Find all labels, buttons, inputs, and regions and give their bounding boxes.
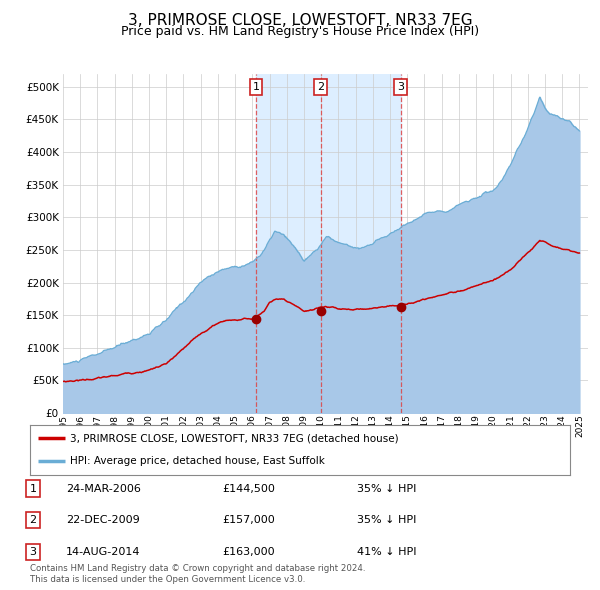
Text: 1: 1 xyxy=(29,484,37,493)
Text: Price paid vs. HM Land Registry's House Price Index (HPI): Price paid vs. HM Land Registry's House … xyxy=(121,25,479,38)
Text: 22-DEC-2009: 22-DEC-2009 xyxy=(66,516,140,525)
Text: This data is licensed under the Open Government Licence v3.0.: This data is licensed under the Open Gov… xyxy=(30,575,305,584)
Text: 3, PRIMROSE CLOSE, LOWESTOFT, NR33 7EG: 3, PRIMROSE CLOSE, LOWESTOFT, NR33 7EG xyxy=(128,13,472,28)
Text: £157,000: £157,000 xyxy=(222,516,275,525)
Text: 2: 2 xyxy=(317,82,324,92)
Text: £144,500: £144,500 xyxy=(222,484,275,493)
Bar xyxy=(256,74,401,413)
Text: 3: 3 xyxy=(29,547,37,556)
Text: 41% ↓ HPI: 41% ↓ HPI xyxy=(357,547,416,556)
Text: HPI: Average price, detached house, East Suffolk: HPI: Average price, detached house, East… xyxy=(71,457,325,467)
Text: 2: 2 xyxy=(29,516,37,525)
Text: Contains HM Land Registry data © Crown copyright and database right 2024.: Contains HM Land Registry data © Crown c… xyxy=(30,565,365,573)
Text: 3, PRIMROSE CLOSE, LOWESTOFT, NR33 7EG (detached house): 3, PRIMROSE CLOSE, LOWESTOFT, NR33 7EG (… xyxy=(71,433,399,443)
Text: 14-AUG-2014: 14-AUG-2014 xyxy=(66,547,140,556)
Text: 3: 3 xyxy=(397,82,404,92)
Text: 1: 1 xyxy=(253,82,260,92)
Text: 24-MAR-2006: 24-MAR-2006 xyxy=(66,484,141,493)
Text: 35% ↓ HPI: 35% ↓ HPI xyxy=(357,516,416,525)
Text: 35% ↓ HPI: 35% ↓ HPI xyxy=(357,484,416,493)
Text: £163,000: £163,000 xyxy=(222,547,275,556)
